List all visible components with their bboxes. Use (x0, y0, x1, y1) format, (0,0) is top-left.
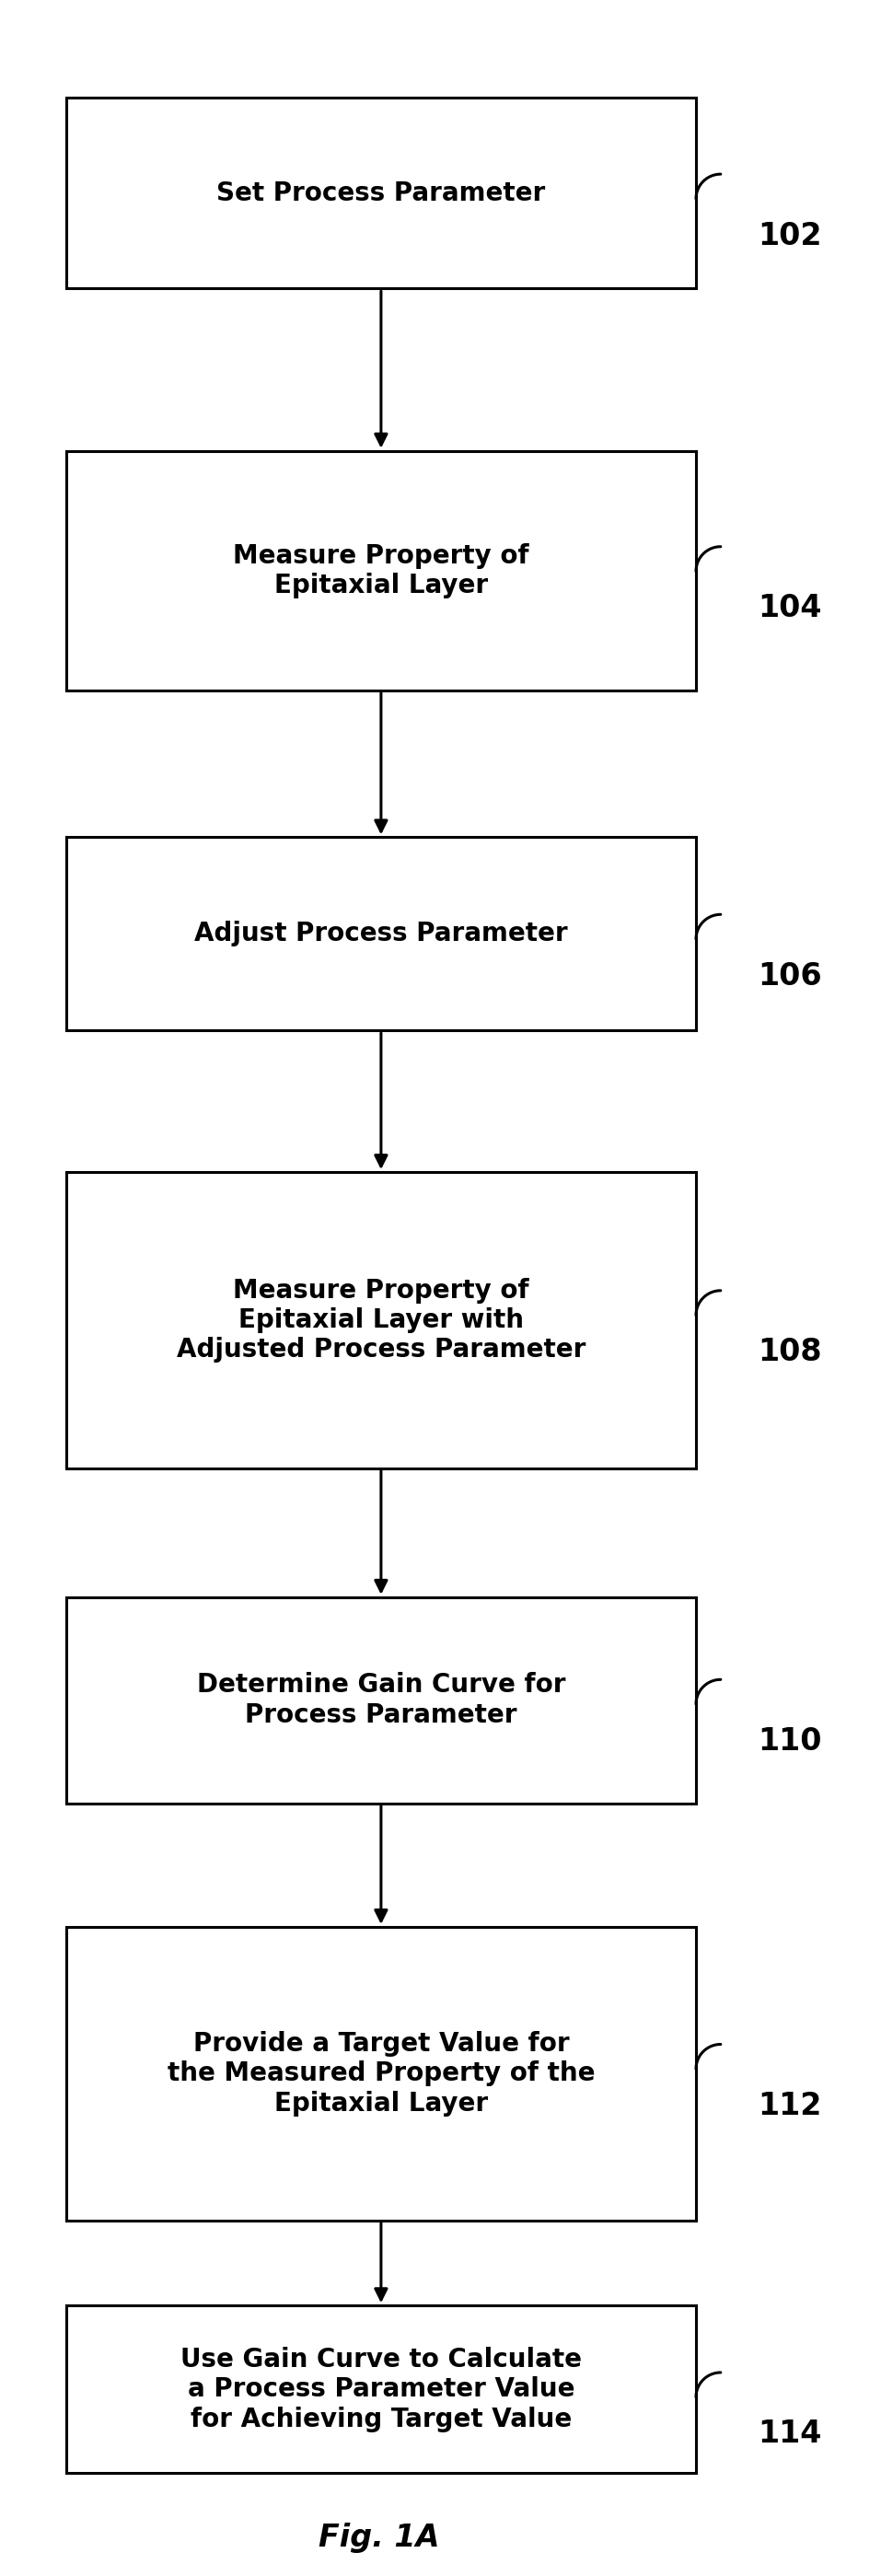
Text: Use Gain Curve to Calculate
a Process Parameter Value
for Achieving Target Value: Use Gain Curve to Calculate a Process Pa… (181, 2347, 581, 2432)
Bar (66, 451, 696, 690)
Bar (66, 1597, 696, 1803)
Text: Fig. 1A: Fig. 1A (318, 2522, 440, 2553)
Text: Measure Property of
Epitaxial Layer: Measure Property of Epitaxial Layer (233, 544, 529, 598)
Text: Provide a Target Value for
the Measured Property of the
Epitaxial Layer: Provide a Target Value for the Measured … (167, 2030, 595, 2117)
Text: 114: 114 (758, 2419, 821, 2450)
Bar (66, 2306, 696, 2473)
Text: 102: 102 (758, 222, 822, 250)
Text: 112: 112 (758, 2092, 821, 2120)
Bar (66, 1927, 696, 2221)
Text: Set Process Parameter: Set Process Parameter (217, 180, 545, 206)
Bar (66, 98, 696, 289)
Text: 104: 104 (758, 592, 822, 623)
Text: 106: 106 (758, 961, 822, 992)
Text: 110: 110 (758, 1726, 822, 1757)
Text: Adjust Process Parameter: Adjust Process Parameter (195, 920, 567, 948)
Text: 108: 108 (758, 1337, 822, 1368)
Text: Determine Gain Curve for
Process Parameter: Determine Gain Curve for Process Paramet… (196, 1672, 566, 1728)
Bar (66, 837, 696, 1030)
Text: Measure Property of
Epitaxial Layer with
Adjusted Process Parameter: Measure Property of Epitaxial Layer with… (176, 1278, 586, 1363)
Bar (66, 1172, 696, 1468)
